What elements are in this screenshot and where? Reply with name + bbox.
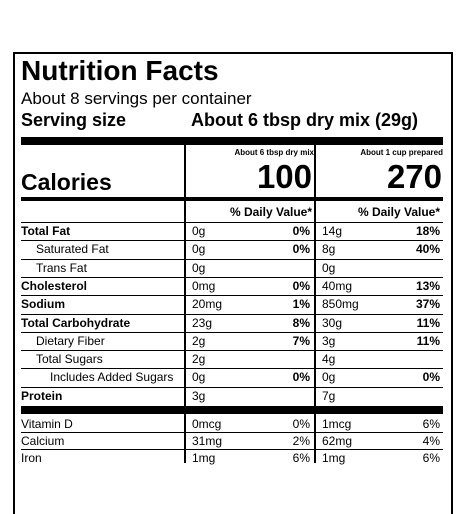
row-divider	[21, 259, 443, 260]
daily-value-header-column-2: % Daily Value*	[357, 205, 440, 219]
column-1-header: About 6 tbsp dry mix	[234, 148, 314, 157]
row-divider	[21, 277, 443, 278]
row-divider	[21, 350, 443, 351]
amount-column-2: 14g	[322, 224, 343, 238]
row-divider	[21, 332, 443, 333]
nutrient-name: Trans Fat	[36, 261, 87, 275]
row-divider	[21, 295, 443, 296]
calories-label: Calories	[21, 169, 112, 195]
vitamin-name: Iron	[21, 451, 42, 465]
daily-value-column-2: 6%	[422, 451, 440, 465]
daily-value-column-1: 7%	[292, 334, 310, 348]
column-separator-left	[184, 145, 186, 463]
nutrient-name: Sodium	[21, 297, 65, 311]
amount-column-1: 3g	[192, 389, 206, 403]
nutrient-name: Total Carbohydrate	[21, 316, 131, 330]
daily-value-column-2: 4%	[422, 434, 440, 448]
nutrient-name: Cholesterol	[21, 279, 88, 293]
vitamin-divider	[21, 406, 443, 414]
column-2-header: About 1 cup prepared	[360, 148, 443, 157]
amount-column-2: 8g	[322, 242, 336, 256]
row-divider	[21, 368, 443, 369]
row-divider	[21, 314, 443, 315]
amount-column-2: 4g	[322, 352, 336, 366]
amount-column-1: 0g	[192, 261, 206, 275]
nutrient-name: Dietary Fiber	[36, 334, 105, 348]
serving-size-label: Serving size	[21, 110, 127, 130]
amount-column-2: 7g	[322, 389, 336, 403]
nutrition-facts-panel	[13, 52, 453, 514]
amount-column-1: 1mg	[192, 451, 216, 465]
daily-value-column-2: 11%	[416, 316, 440, 330]
daily-value-column-1: 6%	[292, 451, 310, 465]
amount-column-2: 1mg	[322, 451, 346, 465]
amount-column-1: 0g	[192, 224, 206, 238]
column-separator-middle	[314, 145, 316, 463]
vitamin-name: Vitamin D	[21, 417, 73, 431]
panel-title: Nutrition Facts	[21, 55, 219, 86]
daily-value-column-1: 0%	[292, 279, 310, 293]
daily-value-column-2: 37%	[415, 297, 440, 311]
daily-value-column-1: 8%	[292, 316, 310, 330]
servings-per-container: About 8 servings per container	[21, 89, 252, 108]
daily-value-column-1: 0%	[292, 417, 310, 431]
amount-column-1: 0g	[192, 370, 206, 384]
amount-column-1: 20mg	[192, 297, 223, 311]
amount-column-2: 40mg	[322, 279, 353, 293]
serving-size-value: About 6 tbsp dry mix (29g)	[191, 110, 419, 130]
vitamin-name: Calcium	[21, 434, 65, 448]
daily-value-column-1: 0%	[292, 242, 310, 256]
amount-column-2: 0g	[322, 261, 336, 275]
row-divider	[21, 222, 443, 223]
calories-value-column-1: 100	[256, 158, 312, 195]
nutrient-name: Protein	[21, 389, 63, 403]
amount-column-2: 850mg	[322, 297, 359, 311]
amount-column-2: 1mcg	[322, 417, 352, 431]
daily-value-column-2: 13%	[415, 279, 440, 293]
daily-value-column-1: 0%	[292, 224, 310, 238]
daily-value-column-2: 40%	[415, 242, 440, 256]
amount-column-1: 23g	[192, 316, 213, 330]
thick-divider	[21, 137, 443, 145]
amount-column-1: 31mg	[192, 434, 223, 448]
amount-column-1: 0mg	[192, 279, 216, 293]
calories-value-column-2: 270	[386, 158, 442, 195]
nutrient-name: Includes Added Sugars	[50, 370, 174, 384]
amount-column-2: 30g	[322, 316, 343, 330]
amount-column-1: 0mcg	[192, 417, 222, 431]
daily-value-column-1: 1%	[292, 297, 310, 311]
daily-value-header-column-1: % Daily Value*	[229, 205, 312, 219]
amount-column-2: 0g	[322, 370, 336, 384]
daily-value-column-2: 11%	[416, 334, 440, 348]
nutrient-name: Total Sugars	[36, 352, 103, 366]
row-divider	[21, 432, 443, 433]
amount-column-1: 2g	[192, 334, 206, 348]
row-divider	[21, 387, 443, 388]
amount-column-2: 3g	[322, 334, 336, 348]
amount-column-1: 0g	[192, 242, 206, 256]
daily-value-column-2: 0%	[422, 370, 440, 384]
nutrient-name: Total Fat	[21, 224, 71, 238]
daily-value-column-2: 18%	[415, 224, 440, 238]
nutrient-name: Saturated Fat	[36, 242, 109, 256]
daily-value-column-1: 2%	[292, 434, 310, 448]
amount-column-2: 62mg	[322, 434, 353, 448]
medium-divider	[21, 197, 443, 201]
daily-value-column-2: 6%	[422, 417, 440, 431]
amount-column-1: 2g	[192, 352, 206, 366]
row-divider	[21, 449, 443, 450]
row-divider	[21, 240, 443, 241]
daily-value-column-1: 0%	[292, 370, 310, 384]
